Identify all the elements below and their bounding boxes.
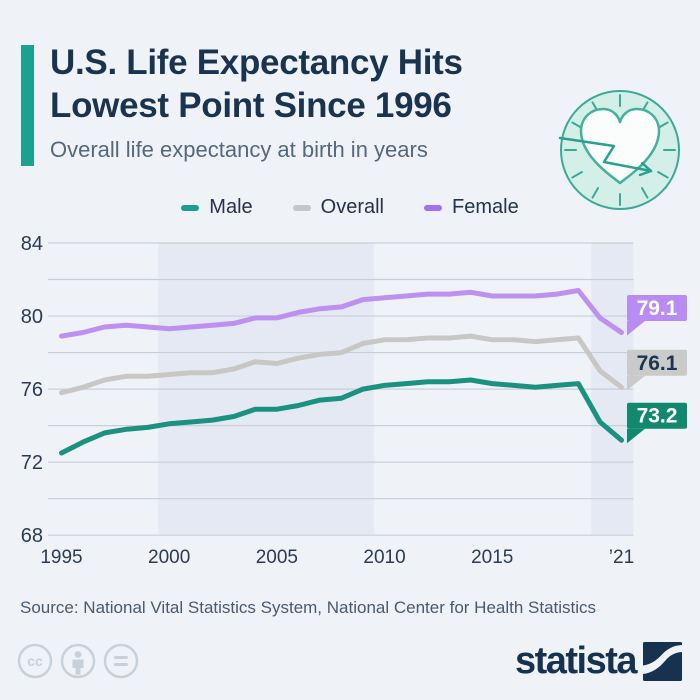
x-axis-label: 1995 [40,547,82,568]
cc-glyph: cc [27,653,43,669]
heart-clock-icon [552,84,688,220]
legend-item-male: Male [181,196,253,219]
svg-text:76.1: 76.1 [637,352,678,375]
page-title: U.S. Life Expectancy Hits Lowest Point S… [50,41,463,127]
legend-item-female: Female [424,196,519,219]
svg-text:73.2: 73.2 [637,405,678,428]
legend-label: Male [209,196,253,218]
svg-text:79.1: 79.1 [637,297,678,320]
x-axis-label: 2010 [363,547,405,568]
x-axis-label: 2015 [471,547,513,568]
title-line-2: Lowest Point Since 1996 [50,86,452,125]
cc-license-icon [17,643,53,679]
legend-swatch-female [424,204,442,211]
legend-item-overall: Overall [292,196,384,219]
y-axis-label: 76 [21,379,43,401]
equals-glyph [114,656,128,666]
equals-icon [103,643,139,679]
heart-shape [579,107,661,185]
line-female [59,288,624,339]
x-axis-label: 2005 [256,547,298,568]
person-glyph [72,651,84,675]
chart-area: 84 80 76 72 68 1995 2000 2005 2010 2015 ’21 73.2 76.… [0,230,700,580]
y-axis-label: 80 [21,306,43,328]
x-axis-label: 2000 [148,547,190,568]
y-axis-label: 84 [21,233,43,255]
statista-logo-mark [643,641,682,681]
value-label-male: 73.2 [627,402,687,444]
legend-label: Overall [320,196,384,218]
title-line-1: U.S. Life Expectancy Hits [50,43,463,82]
legend-swatch-overall [292,204,311,211]
legend-swatch-male [181,204,200,211]
line-overall [59,333,624,396]
page-subtitle: Overall life expectancy at birth in year… [50,137,428,162]
title-accent-bar [21,45,34,166]
statista-logo: statista [515,640,682,682]
attribution-icon [60,643,96,679]
legend-label: Female [452,196,519,218]
statista-wordmark: statista [514,640,638,682]
y-axis-label: 68 [21,525,43,547]
cc-badges: cc [17,642,142,685]
source-text: Source: National Vital Statistics System… [20,598,597,617]
value-label-female: 79.1 [627,294,687,336]
line-male [59,377,624,456]
x-axis-label: ’21 [609,547,634,568]
value-label-overall: 76.1 [627,349,687,391]
y-axis-label: 72 [21,452,43,474]
pulse-arrow-icon [558,136,653,177]
chart-legend: Male Overall Female [0,196,700,219]
